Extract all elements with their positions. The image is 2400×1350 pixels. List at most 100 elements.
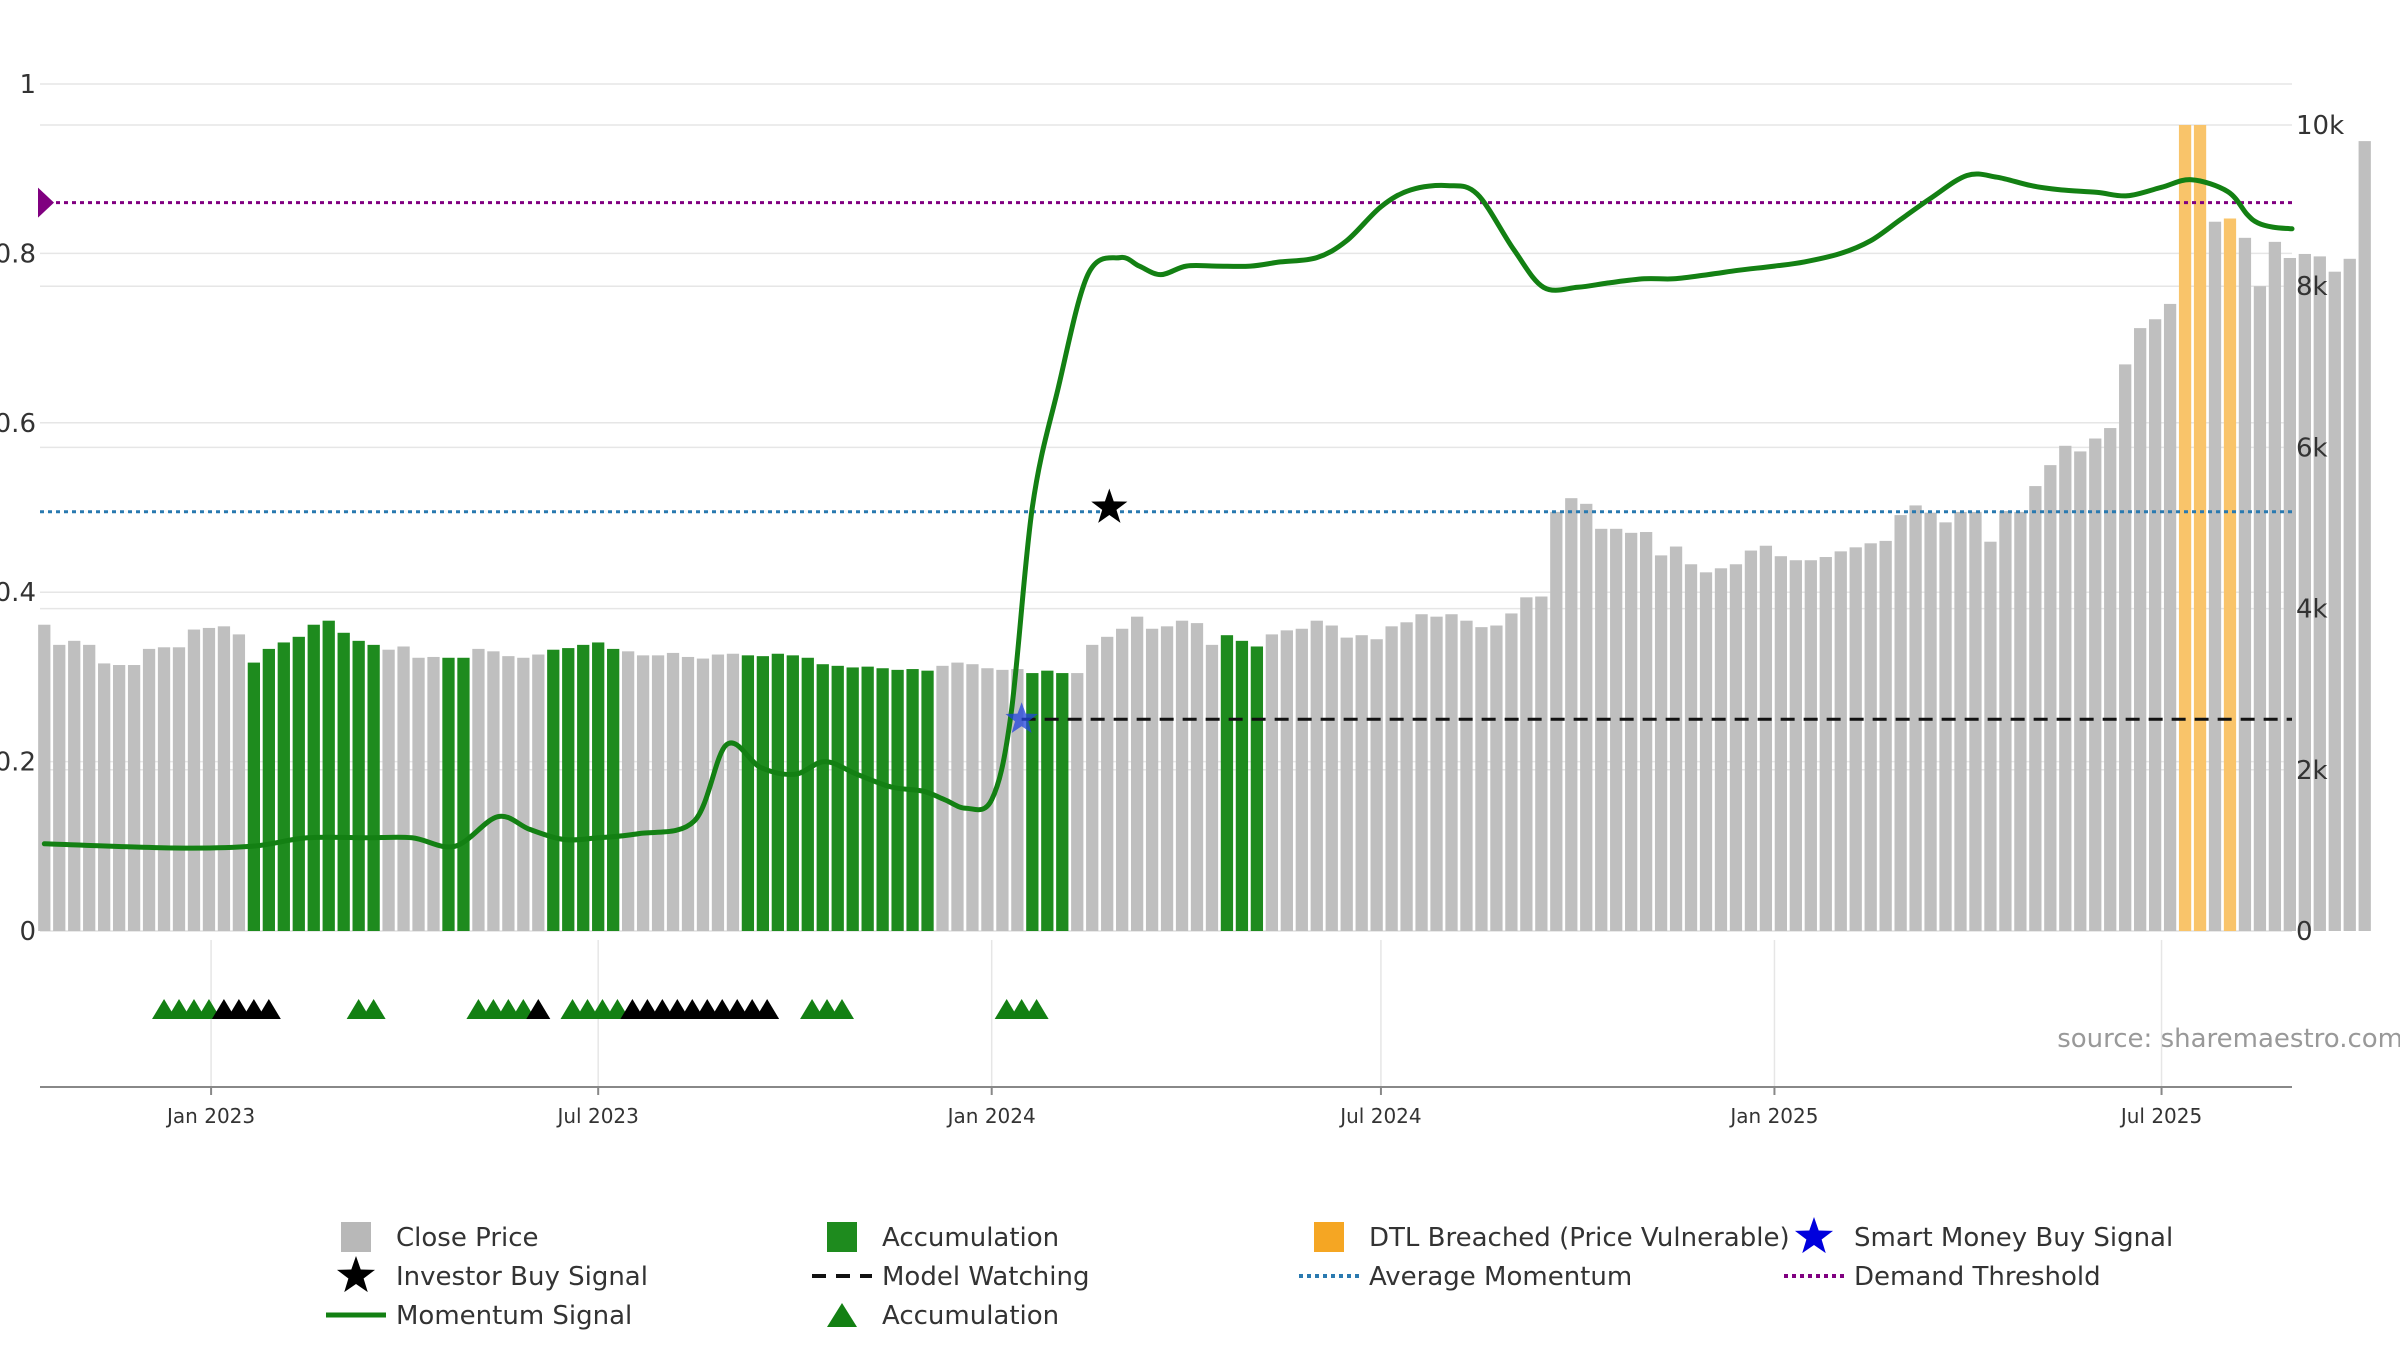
left-tick-label: 0 [19, 917, 36, 947]
accumulation-bar [1041, 670, 1054, 931]
close-price-bar [1086, 644, 1099, 931]
close-price-bar [951, 662, 964, 931]
close-price-bar [502, 656, 515, 931]
close-price-bar [1460, 620, 1473, 931]
legend-label: Demand Threshold [1854, 1262, 2101, 1292]
accumulation-triangle-black [526, 999, 551, 1019]
left-tick-label: 0.4 [0, 578, 36, 608]
accumulation-bar [247, 662, 261, 931]
close-price-bar [127, 665, 141, 931]
accumulation-bar [1235, 640, 1249, 931]
close-price-bar [1415, 614, 1428, 931]
accumulation-bar [337, 632, 350, 931]
legend-item: Investor Buy Signal [336, 1256, 648, 1293]
accumulation-bar [786, 655, 799, 931]
accumulation-bar [921, 670, 934, 931]
close-price-bar [1011, 669, 1024, 931]
x-tick-label: Jul 2025 [2119, 1104, 2202, 1128]
accumulation-bar [607, 648, 620, 931]
accumulation-bar [816, 664, 829, 931]
x-tick-label: Jan 2023 [165, 1104, 255, 1128]
close-price-bar [1984, 541, 1997, 931]
x-tick-label: Jul 2024 [1338, 1104, 1421, 1128]
accumulation-bar [262, 648, 275, 931]
close-price-bar [53, 644, 66, 931]
close-price-bar [1101, 636, 1114, 931]
close-price-bar [666, 652, 680, 931]
accumulation-bar [307, 624, 320, 931]
reference-lines [38, 187, 2292, 721]
legend: Close Price Accumulation DTL Breached (Pri… [326, 1217, 2173, 1331]
close-price-bar [1639, 532, 1653, 931]
close-price-bar [1205, 644, 1219, 931]
accumulation-bar [756, 656, 770, 931]
close-price-bar [1160, 626, 1174, 931]
close-price-bar [1400, 622, 1413, 931]
left-tick-label: 1 [19, 70, 36, 100]
left-tick-label: 0.2 [0, 748, 36, 778]
close-price-bar [68, 640, 81, 931]
accumulation-bar [906, 669, 919, 931]
close-price-bar [1834, 551, 1847, 931]
legend-triangle-icon [827, 1303, 857, 1327]
close-price-bar [2134, 328, 2147, 931]
close-price-bar [1789, 560, 1802, 931]
close-price-bar [1804, 560, 1817, 931]
close-price-bar [1714, 568, 1728, 931]
close-price-bar [1265, 634, 1279, 931]
momentum-signal-line [41, 171, 2295, 851]
legend-item: Smart Money Buy Signal [1794, 1217, 2173, 1254]
close-price-bar [1625, 532, 1638, 931]
right-tick-label: 8k [2296, 272, 2328, 302]
close-price-bar [2089, 438, 2102, 931]
close-price-bar [681, 656, 695, 931]
accumulation-bar [562, 648, 575, 931]
close-price-bar [517, 657, 530, 931]
accumulation-bar [322, 620, 335, 931]
x-tick-label: Jul 2023 [555, 1104, 638, 1128]
legend-label: Accumulation [882, 1223, 1059, 1253]
close-price-bar [2163, 303, 2177, 931]
legend-item: Demand Threshold [1784, 1262, 2101, 1292]
close-price-bar [172, 647, 186, 931]
close-price-bar [1325, 625, 1338, 931]
close-price-bar [1610, 528, 1623, 931]
legend-item: Average Momentum [1299, 1262, 1632, 1292]
close-price-bar [1699, 572, 1713, 931]
close-price-bar [1774, 556, 1787, 931]
close-price-bar [142, 648, 156, 931]
close-price-bar [1475, 627, 1488, 931]
close-price-bar [1759, 545, 1773, 931]
close-price-bar [651, 655, 665, 931]
close-price-bar [412, 657, 425, 931]
legend-item: Accumulation [827, 1222, 1059, 1253]
close-price-bar [696, 658, 710, 931]
gridlines [40, 83, 2292, 1087]
legend-label: DTL Breached (Price Vulnerable) [1369, 1223, 1790, 1253]
close-price-bar [1370, 639, 1383, 931]
accumulation-bar [861, 666, 874, 931]
accumulation-bar [352, 640, 365, 931]
close-price-bar [2104, 428, 2117, 931]
close-price-bar [187, 629, 201, 931]
close-price-bar [2268, 241, 2282, 931]
left-tick-label: 0.6 [0, 409, 36, 439]
close-price-bar [2238, 237, 2252, 932]
close-price-bar [1879, 540, 1892, 931]
close-price-bar [1729, 564, 1743, 931]
close-price-bar [38, 624, 51, 931]
legend-star-icon [336, 1256, 376, 1293]
close-price-bar [1520, 597, 1533, 931]
legend-label: Close Price [396, 1223, 539, 1253]
accumulation-bar [741, 655, 755, 931]
axes: Jan 2023 Jul 2023 Jan 2024 Jul 2024 Jan 2025… [0, 70, 2344, 1128]
close-price-bar [1684, 564, 1698, 931]
close-price-bar [98, 663, 111, 931]
close-price-bar [726, 653, 740, 931]
close-price-bar [1071, 673, 1084, 931]
close-price-bar [2343, 258, 2356, 931]
close-price-bar [966, 664, 979, 931]
legend-star-icon [1794, 1217, 1834, 1254]
close-price-bar [1175, 620, 1189, 931]
